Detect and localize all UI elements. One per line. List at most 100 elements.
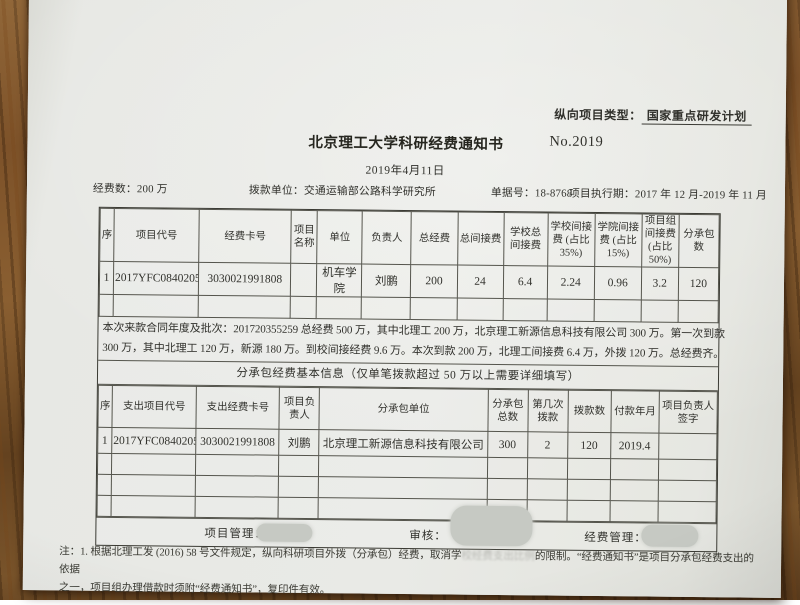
period-label: 项目执行期：	[568, 187, 635, 201]
table-cell: 24	[456, 265, 504, 299]
column-header: 学院间接费 (占比 15%)	[594, 213, 642, 267]
table-cell: 北京理工新源信息科技有限公司	[319, 429, 488, 458]
table-cell: 300	[487, 431, 528, 458]
footnote-text: 注：1. 根据北理工发 (2016) 58 号文件规定，纵向科研项目外拨（分承包…	[59, 546, 462, 562]
column-header: 项目组间接费 (占比 50%)	[641, 213, 680, 268]
grantor: 拨款单位：交通运输部公路科学研究所	[249, 181, 436, 199]
empty-cell	[658, 459, 717, 481]
period-value: 2017 年 12 月-2019 年 11 月	[634, 188, 767, 202]
redaction-blob	[450, 505, 533, 547]
table-cell	[658, 433, 717, 460]
payment-batch-text: 本次来款合同年度及批次：201720355259 总经费 500 万，其中北理工…	[98, 316, 725, 368]
table-cell: 机车学院	[316, 263, 363, 298]
column-header: 项目名称	[290, 210, 318, 264]
subcontract-table: 序 支出项目代号 支出经费卡号 项目负责人 分承包单位 分承包总数 第几次拨款 …	[97, 385, 718, 523]
column-header: 总经费	[411, 211, 458, 266]
funds-value: 200 万	[136, 183, 168, 196]
project-type-value: 国家重点研发计划	[641, 108, 752, 126]
empty-cell	[290, 296, 317, 319]
table-cell: 0.96	[594, 266, 642, 300]
funds-label: 经费数：	[92, 182, 138, 196]
empty-cell	[195, 475, 279, 498]
column-header: 付款年月	[610, 390, 660, 434]
empty-cell	[97, 474, 112, 496]
empty-cell	[99, 294, 114, 317]
empty-cell	[526, 478, 568, 501]
document-paper: 纵向项目类型： 国家重点研发计划 北京理工大学科研经费通知书 No.2019 20…	[22, 0, 788, 598]
column-header: 支出经费卡号	[196, 386, 280, 430]
footnotes: 注：1. 根据北理工发 (2016) 58 号文件规定，纵向科研项目外拨（分承包…	[59, 543, 760, 604]
empty-cell	[113, 294, 199, 318]
table-cell: 2.24	[546, 265, 595, 300]
empty-cell	[195, 496, 279, 519]
empty-cell	[361, 297, 411, 320]
empty-cell	[97, 495, 112, 517]
column-header: 第几次拨款	[527, 389, 569, 433]
column-header: 支出项目代号	[111, 385, 197, 429]
column-header: 单位	[317, 210, 363, 265]
table-cell: 刘鹏	[361, 264, 412, 298]
table-cell: 6.4	[502, 265, 548, 299]
receipt-number: 单据号：18-8768	[491, 184, 573, 201]
column-header: 分承包单位	[319, 387, 488, 432]
empty-cell	[111, 453, 196, 476]
empty-cell	[278, 455, 320, 477]
empty-cell	[677, 300, 719, 323]
main-funding-table: 序 项目代号 经费卡号 项目名称 单位 负责人 总经费 总间接费 学校总间接费 …	[99, 208, 720, 323]
empty-cell	[111, 495, 196, 518]
empty-cell	[610, 458, 659, 481]
column-header: 分承包总数	[487, 389, 529, 432]
table-cell: 2017YFC0840205	[113, 261, 199, 296]
empty-cell	[566, 479, 611, 501]
empty-cell	[486, 478, 528, 500]
table-header-row: 序 项目代号 经费卡号 项目名称 单位 负责人 总经费 总间接费 学校总间接费 …	[99, 208, 720, 268]
funding-notice-table: 序 项目代号 经费卡号 项目名称 单位 负责人 总经费 总间接费 学校总间接费 …	[95, 206, 725, 553]
empty-cell	[526, 499, 567, 522]
column-header: 总间接费	[457, 212, 504, 266]
empty-cell	[658, 480, 717, 502]
info-row: 经费数：200 万 拨款单位：交通运输部公路科学研究所 单据号：18-8768 …	[27, 179, 785, 203]
redaction-blob	[641, 524, 699, 548]
empty-cell	[610, 479, 659, 502]
column-header: 项目负责人签字	[658, 391, 718, 434]
empty-cell	[527, 457, 568, 480]
empty-cell	[546, 298, 595, 322]
document-date: 2019年4月11日	[365, 164, 445, 178]
empty-cell	[640, 299, 679, 323]
empty-cell	[567, 458, 611, 480]
empty-cell	[487, 457, 528, 479]
column-header: 拨款数	[567, 390, 612, 433]
column-header: 学校总间接费	[503, 212, 548, 266]
empty-cell	[456, 298, 503, 321]
table-cell: 1	[97, 427, 112, 454]
table-cell: 3.2	[641, 266, 679, 301]
table-cell: 2019.4	[610, 432, 659, 460]
empty-cell	[278, 476, 319, 498]
empty-cell	[195, 454, 279, 477]
column-header: 项目负责人	[279, 387, 320, 430]
empty-cell	[318, 476, 488, 500]
audit-label: 审核：	[409, 530, 447, 543]
funds-manage-label: 经费管理：	[584, 531, 647, 545]
column-header: 负责人	[362, 211, 412, 265]
table-header-row: 序 支出项目代号 支出经费卡号 项目负责人 分承包单位 分承包总数 第几次拨款 …	[97, 385, 718, 434]
column-header: 序	[99, 208, 115, 262]
project-type-line: 纵向项目类型： 国家重点研发计划	[554, 106, 752, 126]
empty-cell	[502, 298, 547, 321]
receipt-label: 单据号：	[490, 186, 535, 200]
table-cell: 120	[678, 267, 719, 301]
empty-cell	[278, 497, 319, 519]
column-header: 项目代号	[113, 208, 200, 263]
funds-amount: 经费数：200 万	[93, 180, 168, 197]
table-cell: 120	[567, 432, 611, 459]
table-cell: 2	[527, 431, 568, 459]
table-cell	[290, 263, 318, 297]
column-header: 分承包数	[678, 214, 720, 268]
grantor-value: 交通运输部公路科学研究所	[303, 184, 436, 199]
page-title: 北京理工大学科研经费通知书	[308, 134, 504, 154]
empty-cell	[410, 297, 457, 321]
document-number: No.2019	[549, 133, 604, 151]
scribbled-redacted-text: 校经费支出比例	[461, 550, 535, 563]
project-type-label: 纵向项目类型：	[554, 107, 642, 123]
